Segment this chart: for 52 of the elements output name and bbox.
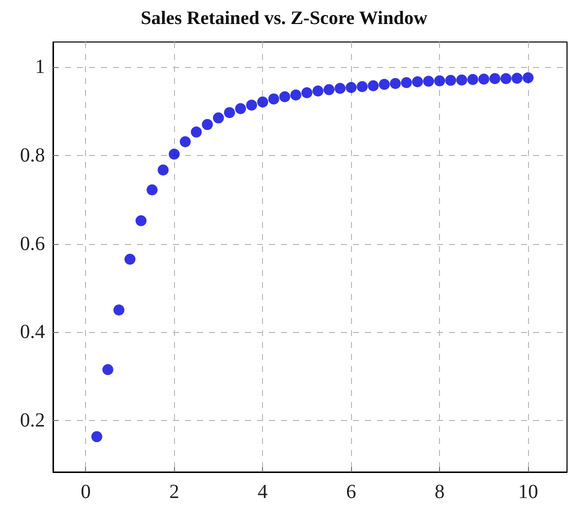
point (202, 119, 213, 130)
point (412, 76, 423, 88)
point (423, 76, 434, 87)
point (324, 84, 335, 96)
point (124, 254, 136, 265)
chart-title: Sales Retained vs. Z-Score Window (140, 8, 428, 29)
point (512, 72, 523, 84)
point (522, 72, 534, 84)
point (400, 77, 412, 88)
point (301, 87, 312, 98)
point (467, 74, 478, 86)
point (500, 73, 512, 84)
point (368, 80, 379, 92)
y-tick-label: 0.2 (20, 409, 45, 432)
point (445, 74, 456, 86)
point (312, 86, 324, 96)
point (146, 184, 158, 196)
x-tick-label: 8 (434, 481, 445, 503)
point (390, 78, 401, 89)
x-tick-label: 10 (518, 481, 538, 503)
point (246, 100, 258, 111)
x-tick-label: 6 (346, 481, 356, 503)
x-tick-label: 0 (80, 481, 91, 503)
point (224, 107, 235, 118)
x-tick-label: 4 (258, 481, 268, 503)
point (180, 136, 191, 148)
y-tick-label: 0.8 (20, 144, 45, 166)
y-tick-label: 0.6 (20, 232, 45, 255)
point (434, 75, 446, 86)
point (168, 148, 180, 160)
point (478, 74, 490, 85)
point (456, 74, 468, 86)
point (235, 103, 246, 114)
point (279, 91, 290, 102)
y-tick-label: 0.4 (20, 321, 45, 344)
point (158, 164, 169, 176)
point (102, 364, 114, 376)
point (346, 82, 357, 93)
y-tick-label: 1 (35, 56, 45, 78)
point (356, 81, 368, 92)
point (290, 89, 302, 100)
point (378, 78, 390, 90)
point (268, 93, 280, 104)
point (113, 304, 124, 316)
point (489, 73, 500, 84)
point (212, 112, 224, 124)
point (91, 431, 102, 442)
point (257, 96, 268, 108)
x-tick-label: 2 (169, 481, 180, 503)
point (334, 82, 346, 94)
point (136, 215, 147, 226)
point (190, 126, 202, 138)
